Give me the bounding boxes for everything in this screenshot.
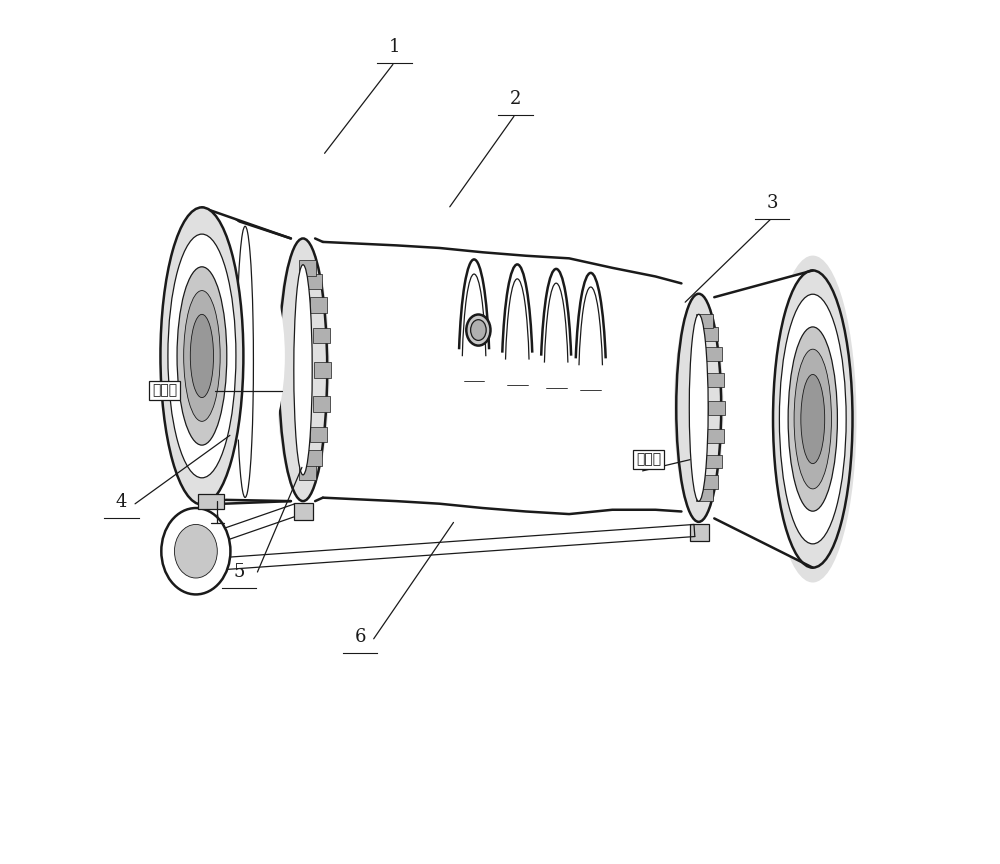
Ellipse shape xyxy=(769,256,856,582)
Ellipse shape xyxy=(779,295,846,543)
Polygon shape xyxy=(314,362,331,378)
Polygon shape xyxy=(701,474,718,488)
Polygon shape xyxy=(323,242,681,514)
Ellipse shape xyxy=(689,314,708,501)
Ellipse shape xyxy=(801,374,825,464)
Polygon shape xyxy=(299,464,316,480)
Ellipse shape xyxy=(794,349,831,489)
Ellipse shape xyxy=(676,294,721,522)
Polygon shape xyxy=(705,454,722,468)
Polygon shape xyxy=(708,401,725,415)
Ellipse shape xyxy=(160,207,243,505)
Polygon shape xyxy=(198,494,224,509)
Polygon shape xyxy=(701,327,718,341)
Ellipse shape xyxy=(119,207,285,505)
Polygon shape xyxy=(313,327,330,343)
Polygon shape xyxy=(696,487,713,501)
Polygon shape xyxy=(705,347,722,361)
Polygon shape xyxy=(714,270,813,568)
Polygon shape xyxy=(690,524,709,541)
Text: 1: 1 xyxy=(389,38,400,56)
Ellipse shape xyxy=(674,294,723,522)
Ellipse shape xyxy=(466,314,490,346)
Polygon shape xyxy=(313,397,330,412)
Polygon shape xyxy=(707,372,724,386)
Polygon shape xyxy=(305,274,322,289)
Ellipse shape xyxy=(276,238,330,501)
Ellipse shape xyxy=(184,290,220,422)
Polygon shape xyxy=(294,503,313,520)
Text: 4: 4 xyxy=(116,493,127,511)
Text: 排气口: 排气口 xyxy=(636,453,661,467)
Ellipse shape xyxy=(168,234,236,478)
Ellipse shape xyxy=(279,238,327,501)
Polygon shape xyxy=(707,429,724,443)
Polygon shape xyxy=(305,450,322,466)
Ellipse shape xyxy=(177,267,227,445)
Ellipse shape xyxy=(174,524,217,578)
Polygon shape xyxy=(310,297,327,313)
Ellipse shape xyxy=(773,270,853,568)
Polygon shape xyxy=(696,314,713,328)
Ellipse shape xyxy=(294,264,312,475)
Ellipse shape xyxy=(190,314,214,397)
Ellipse shape xyxy=(161,508,230,594)
Text: 进气口: 进气口 xyxy=(152,384,177,397)
Text: 3: 3 xyxy=(766,194,778,212)
Ellipse shape xyxy=(471,320,486,340)
Ellipse shape xyxy=(788,327,837,511)
Polygon shape xyxy=(299,260,316,276)
Text: 2: 2 xyxy=(510,90,521,108)
Polygon shape xyxy=(310,427,327,442)
Text: 5: 5 xyxy=(233,562,245,581)
Text: 6: 6 xyxy=(354,628,366,646)
